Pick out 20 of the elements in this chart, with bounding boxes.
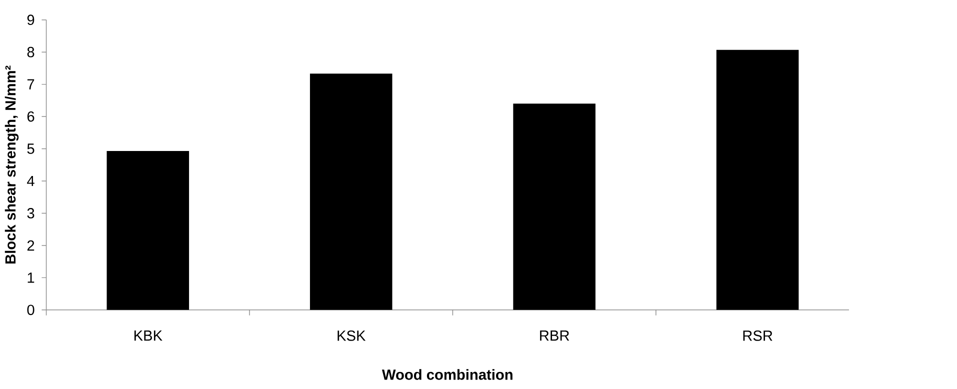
x-tick-label: RSR: [743, 330, 772, 342]
y-tick-label: 7: [27, 79, 34, 90]
y-axis-title: Block shear strength, N/mm²: [4, 66, 19, 264]
x-axis-title: Wood combination: [382, 369, 512, 380]
y-tick-label: 9: [27, 14, 34, 26]
y-tick-label: 4: [27, 176, 34, 186]
y-tick-label: 8: [27, 47, 34, 58]
x-tick-label: KSK: [338, 330, 366, 342]
bar: [106, 151, 190, 310]
bar: [513, 104, 596, 310]
y-tick-label: 2: [27, 240, 34, 251]
bar: [716, 50, 799, 310]
y-tick-label: 6: [27, 112, 34, 122]
x-tick-label: KBK: [134, 330, 162, 341]
y-tick-label: 5: [27, 144, 34, 154]
y-tick-label: 3: [27, 208, 34, 219]
x-tick-label: RBR: [540, 330, 570, 341]
y-tick-label: 1: [28, 272, 34, 283]
y-tick-label: 0: [27, 304, 34, 316]
bar: [310, 74, 392, 310]
